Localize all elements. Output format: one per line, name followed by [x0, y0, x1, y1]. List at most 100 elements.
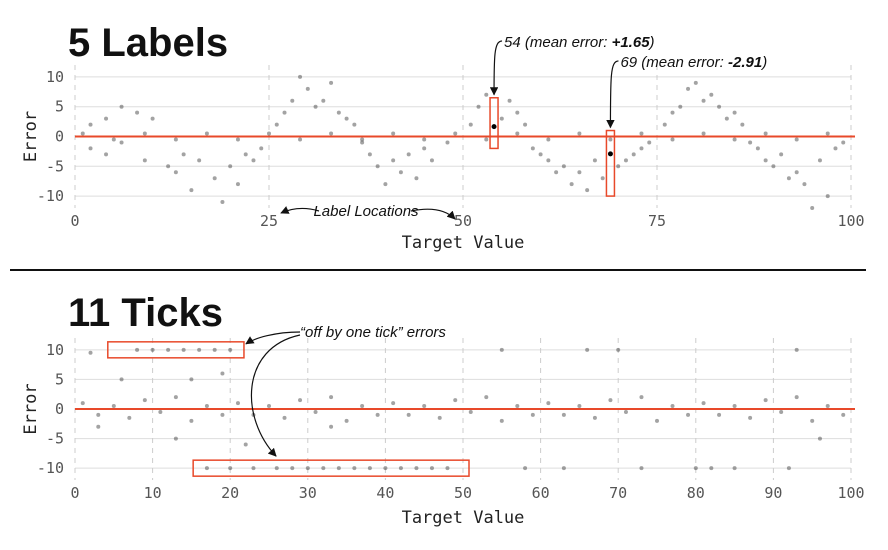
x-tick-label: 10: [144, 484, 162, 502]
note-arrow: [250, 334, 301, 457]
y-tick-label: 5: [55, 370, 64, 388]
data-point: [158, 409, 163, 414]
annotation: 69 (mean error: -2.91): [620, 54, 767, 71]
data-point: [639, 131, 644, 136]
data-point: [80, 131, 85, 136]
data-point: [670, 404, 675, 409]
data-point: [360, 404, 365, 409]
data-point: [686, 412, 691, 417]
data-point: [150, 116, 155, 121]
data-point: [523, 122, 528, 127]
data-point: [647, 140, 652, 145]
data-point: [329, 80, 334, 85]
data-point: [96, 412, 101, 417]
data-point: [290, 98, 295, 103]
annotation-arrow: [606, 60, 619, 129]
data-point: [274, 122, 279, 127]
x-tick-label: 25: [260, 212, 278, 230]
x-tick-label: 80: [687, 484, 705, 502]
range-arrow: [410, 208, 456, 220]
data-point: [375, 412, 380, 417]
mean-error-point: [491, 124, 497, 130]
data-point: [763, 131, 768, 136]
x-tick-label: 20: [221, 484, 239, 502]
data-point: [305, 466, 310, 471]
data-point: [655, 418, 659, 423]
data-point: [794, 347, 799, 352]
data-point: [111, 137, 116, 142]
x-tick-label: 60: [532, 484, 550, 502]
data-point: [406, 412, 411, 417]
data-point: [352, 122, 357, 127]
data-point: [825, 404, 830, 409]
annotation-part: ): [760, 54, 767, 71]
data-point: [453, 398, 458, 403]
data-point: [538, 152, 543, 157]
data-point: [779, 409, 784, 414]
data-point: [336, 466, 341, 471]
data-point: [220, 200, 225, 205]
y-tick-label: -10: [37, 187, 64, 205]
data-point: [794, 170, 799, 175]
data-point: [569, 182, 574, 187]
y-tick-label: 10: [46, 68, 64, 86]
data-point: [204, 131, 209, 136]
data-point: [701, 401, 706, 406]
data-point: [732, 110, 737, 115]
data-point: [197, 158, 202, 163]
data-point: [391, 131, 396, 136]
annotation: 54 (mean error: +1.65): [504, 34, 655, 51]
data-point: [119, 140, 124, 145]
y-tick-label: -5: [46, 430, 64, 448]
data-point: [298, 398, 303, 403]
data-point: [717, 412, 722, 417]
data-point: [422, 404, 427, 409]
data-point: [406, 152, 411, 157]
data-point: [88, 122, 93, 127]
y-axis-label: Error: [21, 383, 41, 434]
annotation-arrow: [489, 40, 503, 96]
data-point: [422, 137, 427, 142]
y-tick-label: 10: [46, 341, 64, 359]
data-point: [313, 409, 318, 414]
data-point: [111, 404, 116, 409]
data-point: [360, 137, 365, 142]
data-point: [321, 98, 326, 103]
error-box: [107, 341, 245, 359]
x-tick-label: 75: [648, 212, 666, 230]
data-point: [763, 398, 768, 403]
data-point: [414, 466, 419, 471]
data-point: [166, 164, 171, 169]
x-tick-label: 100: [837, 484, 864, 502]
data-point: [329, 131, 334, 136]
data-point: [336, 110, 341, 115]
data-point: [274, 466, 279, 471]
data-point: [530, 412, 535, 417]
data-point: [499, 418, 504, 423]
data-point: [701, 131, 706, 136]
data-point: [546, 401, 551, 406]
y-tick-label: -10: [37, 459, 64, 477]
data-point: [810, 418, 815, 423]
data-point: [329, 395, 334, 400]
data-point: [639, 146, 644, 151]
y-tick-label: 5: [55, 98, 64, 116]
data-point: [577, 131, 582, 136]
data-point: [142, 398, 147, 403]
data-point: [825, 131, 830, 136]
data-point: [88, 350, 93, 355]
range-note: Label Locations: [313, 203, 419, 220]
data-point: [267, 404, 271, 409]
data-point: [243, 442, 248, 447]
data-point: [499, 347, 504, 352]
data-point: [204, 466, 209, 471]
x-tick-label: 40: [376, 484, 394, 502]
data-point: [709, 92, 714, 97]
data-point: [235, 401, 240, 406]
data-point: [119, 377, 124, 382]
data-point: [468, 409, 473, 414]
data-point: [693, 466, 698, 471]
data-point: [173, 170, 178, 175]
data-point: [693, 80, 698, 85]
data-point: [748, 415, 753, 420]
